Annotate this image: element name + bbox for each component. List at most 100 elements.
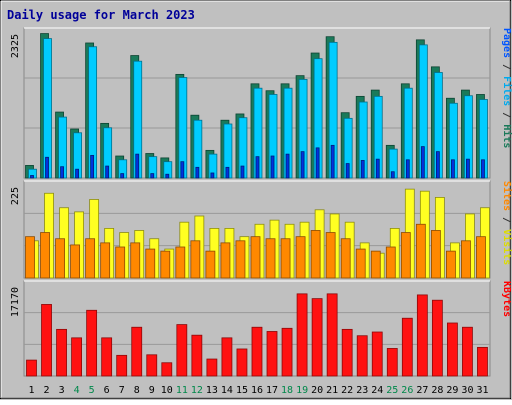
bar-pages-day-5 [90, 154, 95, 179]
chart-title: Daily usage for March 2023 [7, 8, 195, 22]
x-tick-label-day-3: 3 [59, 385, 65, 396]
bar-sites-day-30 [461, 240, 471, 279]
x-tick-label-day-23: 23 [356, 385, 368, 396]
bar-kbytes-day-17 [266, 331, 278, 377]
x-tick-label-day-22: 22 [341, 385, 353, 396]
bar-kbytes-day-6 [101, 337, 113, 377]
bar-pages-day-10 [165, 173, 170, 179]
bar-kbytes-day-31 [477, 346, 488, 377]
x-tick-label-day-30: 30 [461, 385, 473, 396]
bar-sites-day-8 [130, 242, 141, 279]
bar-sites-day-6 [100, 242, 111, 279]
bar-kbytes-day-22 [341, 328, 353, 377]
x-tick-label-day-7: 7 [119, 385, 125, 396]
hits-panel: 2325 Pages / Files / Hits [10, 27, 512, 179]
x-tick-label-day-29: 29 [446, 385, 458, 396]
bar-sites-day-12 [190, 240, 201, 279]
bar-kbytes-day-14 [221, 337, 233, 377]
visits-panel: 225 Sites / Visits [10, 180, 512, 279]
bar-pages-day-7 [120, 173, 125, 179]
bar-pages-day-12 [195, 166, 200, 179]
side-legend-part: Pages [501, 28, 512, 58]
bar-pages-day-30 [466, 158, 470, 179]
bar-kbytes-day-1 [26, 359, 37, 377]
x-tick-label-day-20: 20 [311, 385, 323, 396]
x-tick-label-day-13: 13 [206, 385, 218, 396]
x-tick-label-day-15: 15 [236, 385, 248, 396]
bar-sites-day-3 [55, 238, 65, 279]
bar-sites-day-11 [175, 246, 186, 279]
bar-kbytes-day-24 [371, 331, 383, 377]
side-legend: Pages / Files / Hits [501, 28, 512, 148]
bar-sites-day-29 [446, 250, 456, 279]
bar-pages-day-23 [360, 160, 365, 179]
bar-pages-day-25 [390, 171, 395, 179]
bar-pages-day-31 [481, 159, 485, 179]
x-tick-label-day-1: 1 [29, 385, 35, 396]
bar-kbytes-day-11 [176, 324, 188, 377]
bar-kbytes-day-19 [296, 293, 308, 377]
bar-kbytes-day-4 [71, 337, 82, 377]
bar-kbytes-day-12 [191, 334, 203, 377]
x-tick-label-day-10: 10 [161, 385, 173, 396]
bar-sites-day-7 [115, 246, 126, 279]
bar-sites-day-17 [265, 238, 276, 279]
bar-sites-day-24 [370, 250, 381, 279]
bar-kbytes-day-13 [206, 358, 218, 377]
x-tick-label-day-16: 16 [251, 385, 263, 396]
x-tick-label-day-11: 11 [176, 385, 188, 396]
x-tick-label-day-28: 28 [431, 385, 443, 396]
bar-sites-day-10 [160, 250, 171, 279]
bar-sites-day-19 [295, 236, 306, 279]
x-axis-labels: 1 2 3 4 5 6 7 8 9 10 11 12 13 14 15 16 17 18 19 20 21 22 23 24 2… [29, 385, 489, 396]
bar-sites-day-22 [340, 238, 351, 279]
bar-pages-day-6 [105, 165, 110, 179]
bar-sites-day-4 [70, 244, 80, 279]
bar-pages-day-1 [30, 175, 34, 179]
bar-sites-day-31 [476, 236, 486, 279]
bar-pages-day-9 [150, 173, 155, 179]
x-tick-label-day-27: 27 [416, 385, 428, 396]
bar-pages-day-17 [270, 155, 275, 179]
bar-pages-day-8 [135, 153, 140, 179]
x-tick-label-day-17: 17 [266, 385, 278, 396]
bar-sites-day-18 [280, 238, 291, 279]
bar-pages-day-24 [375, 158, 380, 179]
bar-sites-day-28 [430, 230, 441, 279]
x-tick-label-day-4: 4 [74, 385, 80, 396]
bar-kbytes-day-15 [236, 348, 248, 377]
bar-sites-day-9 [145, 248, 156, 279]
bar-sites-day-1 [25, 236, 35, 279]
bar-kbytes-day-23 [356, 335, 368, 377]
side-legend-part: KBytes [501, 281, 512, 317]
bar-kbytes-day-5 [86, 309, 98, 377]
bar-sites-day-20 [310, 230, 321, 279]
bar-sites-day-5 [85, 238, 96, 279]
bar-kbytes-day-28 [431, 299, 443, 377]
x-tick-label-day-25: 25 [386, 385, 398, 396]
bar-sites-day-2 [40, 232, 50, 279]
bar-sites-day-15 [235, 240, 246, 279]
x-tick-label-day-14: 14 [221, 385, 233, 396]
y-max-label: 225 [10, 187, 21, 205]
side-legend-part: Visits [501, 229, 512, 265]
side-legend-part: / [501, 106, 512, 124]
bar-pages-day-19 [300, 151, 305, 179]
bar-pages-day-28 [435, 151, 440, 179]
bar-pages-day-14 [225, 166, 230, 179]
x-tick-label-day-24: 24 [371, 385, 383, 396]
x-tick-label-day-26: 26 [401, 385, 413, 396]
bar-kbytes-day-2 [41, 304, 52, 377]
side-legend-part: Files [501, 76, 512, 106]
bar-sites-day-25 [385, 246, 396, 279]
bar-sites-day-26 [400, 232, 411, 279]
bar-kbytes-day-27 [416, 294, 428, 377]
x-tick-label-day-5: 5 [89, 385, 95, 396]
bar-pages-day-29 [451, 159, 455, 179]
bar-pages-day-20 [315, 147, 320, 179]
bar-pages-day-21 [330, 144, 335, 179]
bar-pages-day-16 [255, 156, 260, 179]
x-tick-label-day-9: 9 [149, 385, 155, 396]
